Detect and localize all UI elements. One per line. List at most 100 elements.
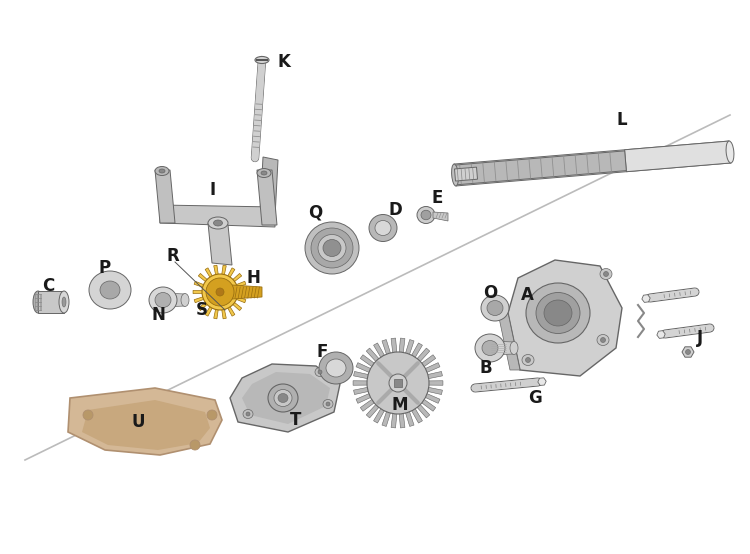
Polygon shape — [198, 301, 208, 311]
Ellipse shape — [214, 220, 223, 226]
Text: O: O — [483, 284, 497, 302]
Polygon shape — [235, 281, 246, 288]
Ellipse shape — [318, 370, 322, 374]
Text: M: M — [392, 396, 408, 414]
Polygon shape — [427, 387, 442, 394]
Polygon shape — [235, 296, 246, 302]
Polygon shape — [232, 274, 242, 283]
Ellipse shape — [421, 211, 431, 220]
Ellipse shape — [268, 384, 298, 412]
Polygon shape — [214, 307, 218, 319]
Polygon shape — [454, 151, 626, 185]
Polygon shape — [411, 343, 422, 358]
Ellipse shape — [526, 283, 590, 343]
Ellipse shape — [367, 352, 429, 414]
Ellipse shape — [62, 297, 66, 307]
Ellipse shape — [323, 239, 341, 257]
Polygon shape — [382, 411, 391, 427]
Ellipse shape — [305, 222, 359, 274]
Polygon shape — [194, 296, 206, 302]
Text: R: R — [166, 247, 179, 265]
Ellipse shape — [149, 287, 177, 313]
Polygon shape — [374, 408, 385, 423]
Polygon shape — [68, 388, 222, 455]
Ellipse shape — [319, 352, 353, 384]
Ellipse shape — [544, 300, 572, 326]
Ellipse shape — [59, 291, 69, 313]
Text: T: T — [290, 411, 302, 429]
Text: J: J — [697, 329, 703, 347]
Polygon shape — [163, 293, 185, 307]
Polygon shape — [433, 212, 448, 221]
Ellipse shape — [159, 169, 165, 173]
Polygon shape — [260, 157, 278, 217]
Polygon shape — [160, 205, 275, 227]
Ellipse shape — [315, 367, 325, 377]
Text: B: B — [480, 359, 492, 377]
Text: H: H — [246, 269, 260, 287]
Polygon shape — [236, 290, 247, 294]
Text: G: G — [528, 389, 542, 407]
Text: C: C — [42, 277, 54, 295]
Polygon shape — [214, 265, 218, 276]
Ellipse shape — [274, 389, 292, 407]
Polygon shape — [198, 274, 208, 283]
Polygon shape — [625, 141, 731, 172]
Polygon shape — [428, 381, 443, 385]
Ellipse shape — [510, 341, 518, 355]
Ellipse shape — [208, 217, 228, 229]
Ellipse shape — [278, 393, 288, 403]
Polygon shape — [353, 381, 368, 385]
Polygon shape — [193, 290, 204, 294]
Polygon shape — [221, 307, 226, 319]
Ellipse shape — [323, 399, 333, 408]
Polygon shape — [394, 379, 402, 387]
Ellipse shape — [311, 228, 353, 268]
Polygon shape — [221, 265, 226, 276]
Ellipse shape — [155, 167, 169, 176]
Ellipse shape — [326, 402, 330, 406]
Text: N: N — [151, 306, 165, 324]
Polygon shape — [353, 387, 369, 394]
Ellipse shape — [257, 168, 271, 177]
Text: P: P — [99, 259, 111, 277]
Text: A: A — [520, 286, 533, 304]
Polygon shape — [399, 413, 405, 428]
Circle shape — [190, 440, 200, 450]
Text: E: E — [431, 189, 442, 207]
Ellipse shape — [375, 220, 391, 235]
Polygon shape — [226, 305, 235, 316]
Text: Q: Q — [308, 204, 322, 222]
Ellipse shape — [536, 293, 580, 334]
Polygon shape — [208, 223, 232, 265]
Polygon shape — [391, 413, 397, 428]
Polygon shape — [424, 393, 440, 403]
Ellipse shape — [600, 269, 612, 280]
Polygon shape — [374, 343, 385, 358]
Polygon shape — [353, 371, 369, 379]
Polygon shape — [421, 399, 436, 411]
Polygon shape — [360, 399, 375, 411]
Polygon shape — [257, 170, 277, 225]
Polygon shape — [454, 141, 731, 186]
Text: F: F — [316, 343, 328, 361]
Ellipse shape — [89, 271, 131, 309]
Polygon shape — [226, 268, 235, 279]
Circle shape — [207, 410, 217, 420]
Ellipse shape — [243, 409, 253, 418]
Polygon shape — [38, 291, 64, 313]
Polygon shape — [82, 400, 210, 450]
Circle shape — [83, 410, 93, 420]
Text: U: U — [131, 413, 145, 431]
Polygon shape — [416, 404, 430, 418]
Ellipse shape — [216, 288, 224, 296]
Polygon shape — [642, 295, 650, 302]
Ellipse shape — [526, 357, 530, 362]
Polygon shape — [366, 348, 380, 362]
Text: D: D — [388, 201, 402, 219]
Ellipse shape — [318, 234, 346, 261]
Ellipse shape — [389, 374, 407, 392]
Ellipse shape — [522, 355, 534, 366]
Polygon shape — [391, 338, 397, 353]
Ellipse shape — [417, 207, 435, 223]
